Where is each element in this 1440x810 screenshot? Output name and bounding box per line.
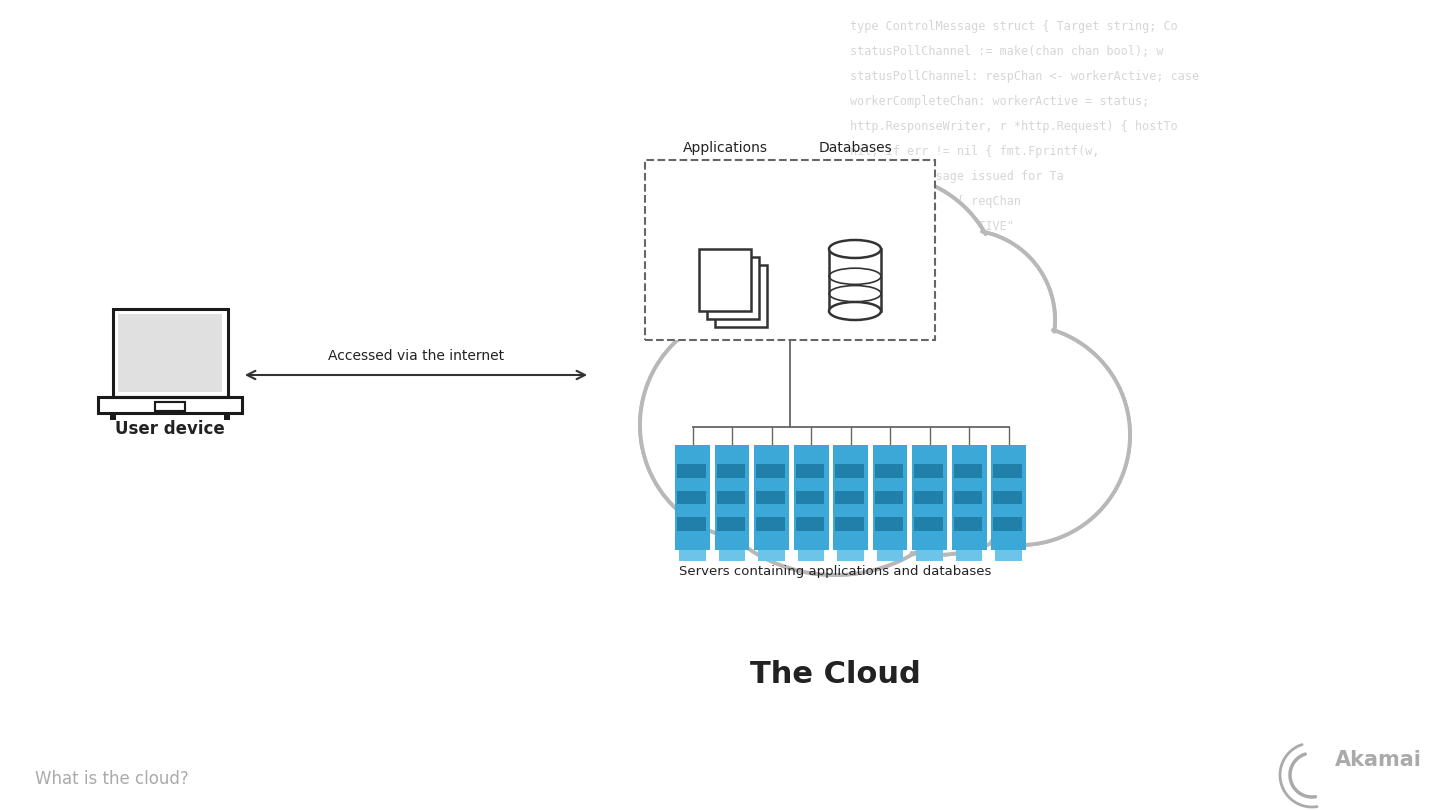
FancyBboxPatch shape (98, 397, 242, 413)
Text: ":1337", nil})); };pa: ":1337", nil})); };pa (850, 245, 999, 258)
Text: User device: User device (115, 420, 225, 438)
FancyBboxPatch shape (118, 314, 223, 392)
Circle shape (680, 265, 991, 575)
Text: chan bool); workerAct: chan bool); workerAct (850, 295, 999, 308)
Circle shape (910, 325, 1130, 545)
FancyBboxPatch shape (914, 491, 943, 505)
Text: The Cloud: The Cloud (750, 660, 920, 689)
Text: hostCkane,: hostCkane, (850, 370, 922, 383)
Text: Servers containing applications and databases: Servers containing applications and data… (678, 565, 991, 578)
FancyBboxPatch shape (874, 464, 903, 478)
FancyBboxPatch shape (912, 445, 948, 550)
FancyBboxPatch shape (756, 464, 785, 478)
Circle shape (876, 230, 1056, 410)
Circle shape (770, 175, 999, 405)
FancyBboxPatch shape (994, 464, 1022, 478)
FancyBboxPatch shape (874, 517, 903, 531)
FancyBboxPatch shape (756, 491, 785, 505)
FancyBboxPatch shape (877, 550, 903, 561)
Text: case msg :=: case msg := (850, 320, 929, 333)
FancyBboxPatch shape (994, 517, 1022, 531)
FancyBboxPatch shape (835, 464, 864, 478)
Circle shape (639, 310, 870, 540)
FancyBboxPatch shape (759, 550, 785, 561)
Circle shape (876, 230, 1056, 410)
FancyBboxPatch shape (956, 550, 982, 561)
Text: int(fra: int(fra (850, 395, 900, 408)
FancyBboxPatch shape (832, 445, 868, 550)
FancyBboxPatch shape (795, 491, 824, 505)
FancyBboxPatch shape (953, 464, 982, 478)
FancyBboxPatch shape (994, 491, 1022, 505)
FancyBboxPatch shape (835, 517, 864, 531)
Text: Akamai: Akamai (1335, 750, 1421, 770)
Text: *http.Request) { reqChan: *http.Request) { reqChan (850, 195, 1021, 208)
FancyBboxPatch shape (677, 491, 706, 505)
FancyBboxPatch shape (798, 550, 824, 561)
FancyBboxPatch shape (717, 517, 746, 531)
Ellipse shape (829, 302, 881, 320)
FancyBboxPatch shape (714, 445, 749, 550)
FancyBboxPatch shape (677, 464, 706, 478)
Circle shape (696, 210, 904, 420)
FancyBboxPatch shape (873, 445, 907, 550)
FancyBboxPatch shape (914, 464, 943, 478)
Circle shape (639, 310, 870, 540)
FancyBboxPatch shape (677, 517, 706, 531)
FancyBboxPatch shape (719, 550, 744, 561)
FancyBboxPatch shape (717, 491, 746, 505)
Circle shape (795, 275, 1076, 555)
FancyBboxPatch shape (793, 445, 828, 550)
Text: count int64: ); func ma: count int64: ); func ma (850, 270, 1014, 283)
FancyBboxPatch shape (223, 413, 230, 420)
FancyBboxPatch shape (952, 445, 986, 550)
FancyBboxPatch shape (991, 445, 1025, 550)
Text: fmt.Fprintf(w, "ACTIVE": fmt.Fprintf(w, "ACTIVE" (850, 220, 1014, 233)
Text: nil; if err != nil { fmt.Fprintf(w,: nil; if err != nil { fmt.Fprintf(w, (850, 145, 1099, 158)
FancyBboxPatch shape (112, 309, 228, 397)
FancyBboxPatch shape (680, 550, 706, 561)
Circle shape (795, 275, 1076, 555)
FancyBboxPatch shape (156, 402, 184, 411)
Ellipse shape (829, 240, 881, 258)
Circle shape (910, 325, 1130, 545)
FancyBboxPatch shape (795, 464, 824, 478)
FancyBboxPatch shape (874, 491, 903, 505)
FancyBboxPatch shape (755, 445, 789, 550)
FancyBboxPatch shape (645, 160, 935, 340)
FancyBboxPatch shape (717, 464, 746, 478)
Text: Databases: Databases (818, 141, 891, 155)
FancyBboxPatch shape (953, 517, 982, 531)
FancyBboxPatch shape (838, 550, 864, 561)
Text: func admin(: func admin( (850, 345, 929, 358)
FancyBboxPatch shape (109, 413, 117, 420)
FancyBboxPatch shape (953, 491, 982, 505)
Text: Applications: Applications (683, 141, 768, 155)
FancyBboxPatch shape (916, 550, 943, 561)
Text: statusPollChannel: respChan <- workerActive; case: statusPollChannel: respChan <- workerAct… (850, 70, 1200, 83)
Text: 'Control message issued for Ta: 'Control message issued for Ta (850, 170, 1064, 183)
Circle shape (696, 210, 904, 420)
FancyBboxPatch shape (995, 550, 1021, 561)
Text: workerCompleteChan: workerActive = status;: workerCompleteChan: workerActive = statu… (850, 95, 1149, 108)
Text: http.ResponseWriter, r *http.Request) { hostTo: http.ResponseWriter, r *http.Request) { … (850, 120, 1178, 133)
Text: What is the cloud?: What is the cloud? (35, 770, 189, 788)
FancyBboxPatch shape (698, 249, 752, 311)
Circle shape (770, 175, 999, 405)
FancyBboxPatch shape (675, 445, 710, 550)
Text: statusPollChannel := make(chan chan bool); w: statusPollChannel := make(chan chan bool… (850, 45, 1164, 58)
FancyBboxPatch shape (829, 249, 881, 311)
Circle shape (680, 265, 991, 575)
FancyBboxPatch shape (716, 265, 768, 327)
FancyBboxPatch shape (835, 491, 864, 505)
Text: type ControlMessage struct { Target string; Co: type ControlMessage struct { Target stri… (850, 20, 1178, 33)
FancyBboxPatch shape (707, 257, 759, 319)
FancyBboxPatch shape (795, 517, 824, 531)
FancyBboxPatch shape (756, 517, 785, 531)
FancyBboxPatch shape (914, 517, 943, 531)
Text: Accessed via the internet: Accessed via the internet (328, 349, 504, 363)
